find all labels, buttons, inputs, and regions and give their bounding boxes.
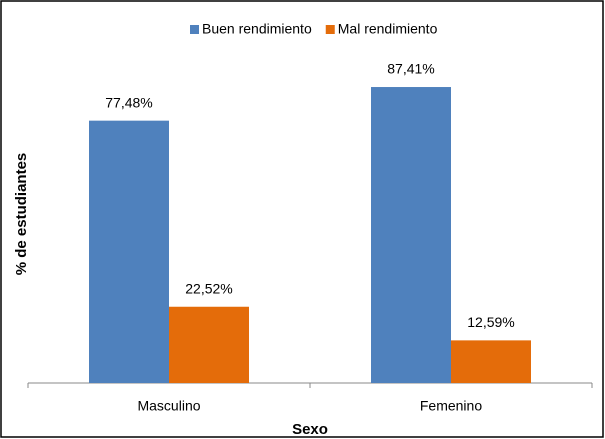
y-axis-label: % de estudiantes [13,153,30,276]
data-label: 22,52% [185,280,232,296]
legend-swatch [190,25,199,34]
legend-swatch [325,25,335,34]
legend-label: Buen rendimiento [202,21,312,37]
x-axis-label: Sexo [292,421,328,438]
data-label: 87,41% [387,61,434,77]
x-tick-label: Femenino [420,398,482,414]
bar [451,340,531,383]
bar [169,306,249,383]
data-label: 12,59% [467,314,514,330]
bar [89,120,169,384]
legend-label: Mal rendimiento [338,21,438,37]
x-tick-label: Masculino [137,398,200,414]
data-label: 77,48% [105,94,152,110]
bar [371,87,451,384]
